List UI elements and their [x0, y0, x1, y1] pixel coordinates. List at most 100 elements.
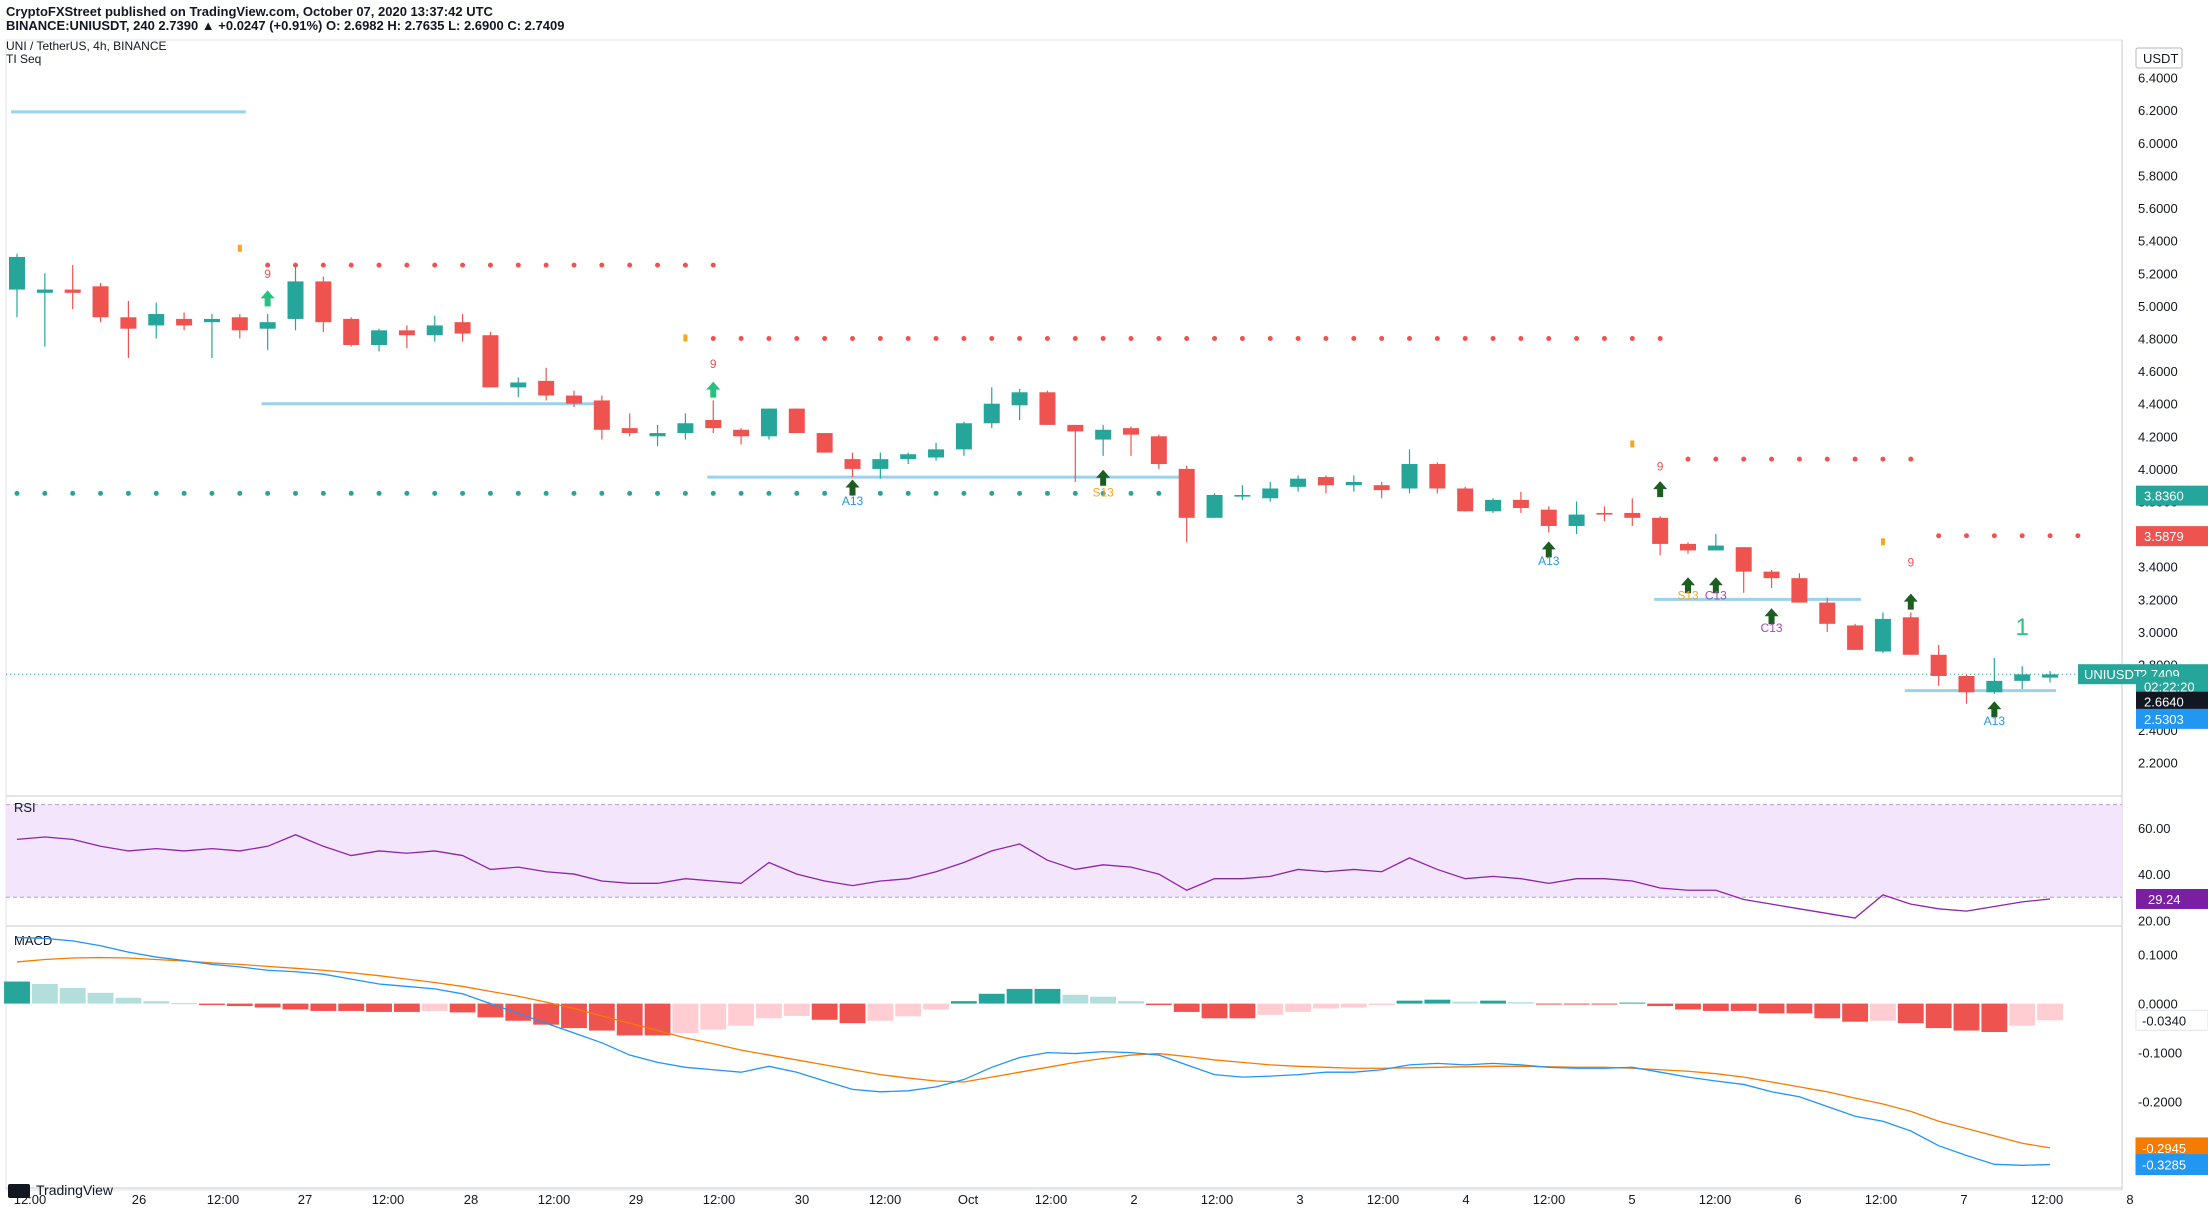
time-tick-label: 12:00 — [869, 1192, 902, 1207]
candle-body[interactable] — [649, 433, 666, 437]
candle-body[interactable] — [621, 428, 638, 434]
tdseq-level-dot — [1991, 533, 1997, 539]
candle-body[interactable] — [1791, 578, 1808, 603]
candle-body[interactable] — [315, 281, 332, 323]
candle-body[interactable] — [1680, 543, 1696, 551]
candle-body[interactable] — [1902, 617, 1919, 655]
candle-body[interactable] — [203, 318, 220, 323]
candle-body[interactable] — [426, 325, 443, 336]
candle-body[interactable] — [900, 454, 917, 460]
macd-histogram-bar — [1563, 1003, 1590, 1005]
candle-body[interactable] — [1819, 602, 1836, 624]
candle-body[interactable] — [566, 395, 582, 404]
candle-body[interactable] — [872, 459, 889, 469]
candle-body[interactable] — [1234, 495, 1251, 497]
candle-body[interactable] — [398, 330, 415, 336]
candle-body[interactable] — [1847, 625, 1864, 650]
candle-body[interactable] — [593, 400, 610, 430]
currency-badge[interactable] — [2135, 47, 2183, 69]
candle-body[interactable] — [1262, 488, 1279, 499]
tdseq-level-dot — [404, 262, 410, 268]
price-tag — [2136, 676, 2208, 697]
tdseq-level-dot — [989, 335, 995, 341]
candle-body[interactable] — [1373, 485, 1390, 491]
tdseq-level-dot — [1964, 533, 1969, 539]
price-tag-value: 3.5879 — [2144, 529, 2184, 544]
candle-body[interactable] — [343, 318, 360, 345]
candle-body[interactable] — [677, 423, 694, 434]
candle-body[interactable] — [287, 281, 304, 319]
candle-body[interactable] — [733, 429, 750, 437]
tdseq-level-dot — [682, 262, 688, 268]
candle-body[interactable] — [1317, 477, 1334, 486]
macd-histogram-bar — [199, 1003, 225, 1006]
candle-body[interactable] — [1652, 517, 1669, 544]
candle-body[interactable] — [92, 286, 109, 318]
candle-body[interactable] — [482, 335, 499, 388]
candle-body[interactable] — [1986, 680, 2003, 693]
macd-histogram-bar — [867, 1003, 894, 1021]
candle-body[interactable] — [2042, 674, 2059, 678]
candle-body[interactable] — [1206, 495, 1223, 518]
candle-body[interactable] — [1429, 464, 1446, 489]
candle-body[interactable] — [64, 289, 81, 293]
candle-body[interactable] — [1123, 428, 1139, 435]
macd-histogram-bar — [59, 987, 86, 1004]
candle-body[interactable] — [2014, 674, 2031, 681]
candle-body[interactable] — [955, 423, 972, 450]
candle-body[interactable] — [844, 459, 861, 469]
candle-body[interactable] — [760, 408, 777, 437]
candle-body[interactable] — [9, 256, 25, 290]
candle-body[interactable] — [371, 330, 388, 345]
candle-body[interactable] — [1596, 512, 1613, 515]
tdseq-level-dot — [1072, 335, 1078, 341]
macd-histogram-bar — [1870, 1003, 1896, 1021]
candle-body[interactable] — [1485, 499, 1502, 512]
candle-body[interactable] — [1707, 545, 1724, 551]
candle-body[interactable] — [1290, 478, 1307, 487]
indicator-name[interactable]: TI Seq — [6, 52, 42, 66]
candle-body[interactable] — [1763, 571, 1780, 579]
chart-title[interactable]: UNI / TetherUS, 4h, BINANCE — [6, 39, 167, 53]
candle-body[interactable] — [1039, 392, 1056, 425]
candle-body[interactable] — [1958, 675, 1975, 693]
candle-body[interactable] — [1401, 464, 1418, 489]
candle-body[interactable] — [36, 289, 53, 293]
candle-body[interactable] — [120, 317, 137, 329]
candle-body[interactable] — [148, 314, 165, 326]
candle-body[interactable] — [538, 380, 555, 396]
tdseq-level-dot — [2019, 533, 2025, 539]
tdseq-level-dot — [543, 490, 549, 496]
candle-body[interactable] — [705, 420, 722, 429]
candle-body[interactable] — [1735, 547, 1752, 572]
candle-body[interactable] — [454, 322, 471, 334]
candle-body[interactable] — [928, 449, 945, 458]
candle-body[interactable] — [1067, 424, 1084, 432]
candle-body[interactable] — [1874, 618, 1891, 652]
tradingview-logo[interactable]: TradingView — [8, 1182, 113, 1199]
candle-body[interactable] — [510, 382, 527, 388]
candle-body[interactable] — [231, 317, 248, 331]
candle-body[interactable] — [1011, 392, 1028, 406]
candle-body[interactable] — [1930, 654, 1947, 676]
candle-body[interactable] — [788, 408, 805, 434]
macd-tick-label: -0.1000 — [2138, 1046, 2182, 1061]
candle-body[interactable] — [1540, 509, 1557, 526]
candle-body[interactable] — [1095, 429, 1112, 440]
candle-body[interactable] — [176, 318, 193, 326]
candle-body[interactable] — [1568, 514, 1585, 526]
macd-histogram-bar — [1062, 994, 1089, 1004]
tdseq-level-dot — [1490, 335, 1496, 341]
candle-body[interactable] — [1345, 481, 1362, 486]
candle-body[interactable] — [983, 403, 1000, 424]
candle-body[interactable] — [1178, 468, 1195, 518]
macd-histogram-bar — [1145, 1003, 1172, 1006]
tdseq-level-dot — [376, 490, 382, 496]
candle-body[interactable] — [1624, 512, 1641, 518]
candle-body[interactable] — [816, 433, 833, 453]
candle-body[interactable] — [1150, 436, 1167, 465]
candle-body[interactable] — [1457, 488, 1474, 512]
candle-body[interactable] — [1512, 499, 1529, 509]
candle-body[interactable] — [259, 322, 276, 329]
